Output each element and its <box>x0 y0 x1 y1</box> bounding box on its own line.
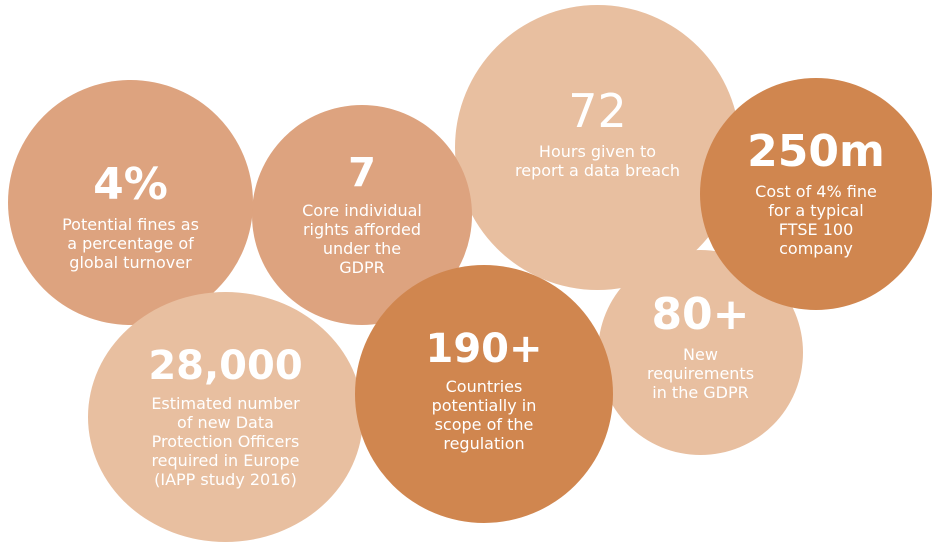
stat-description: Estimated number of new Data Protection … <box>151 393 300 489</box>
stat-bubble-fines: 4% Potential fines as a percentage of gl… <box>8 80 253 325</box>
stat-description: Hours given to report a data breach <box>515 141 680 180</box>
stat-description: Countries potentially in scope of the re… <box>431 377 537 453</box>
stat-bubble-countries: 190+ Countries potentially in scope of t… <box>355 265 613 523</box>
stat-bubble-dpo: 28,000 Estimated number of new Data Prot… <box>88 292 363 542</box>
stat-description: Potential fines as a percentage of globa… <box>62 215 199 272</box>
stat-value: 28,000 <box>148 342 303 389</box>
stat-value: 190+ <box>425 326 543 372</box>
stat-value: 80+ <box>651 289 750 340</box>
stat-bubble-rights: 7 Core individual rights afforded under … <box>252 105 472 325</box>
stat-bubble-hours: 72 Hours given to report a data breach <box>455 5 740 290</box>
stat-bubble-requirements: 80+ New requirements in the GDPR <box>598 250 803 455</box>
stat-bubble-cost: 250m Cost of 4% fine for a typical FTSE … <box>700 78 932 310</box>
stat-value: 250m <box>747 126 885 177</box>
stat-description: Cost of 4% fine for a typical FTSE 100 c… <box>755 182 877 258</box>
stat-value: 4% <box>93 159 168 210</box>
stat-description: New requirements in the GDPR <box>646 345 755 402</box>
stat-value: 7 <box>348 150 376 196</box>
stat-description: Core individual rights afforded under th… <box>302 201 422 277</box>
stat-value: 72 <box>568 83 627 138</box>
